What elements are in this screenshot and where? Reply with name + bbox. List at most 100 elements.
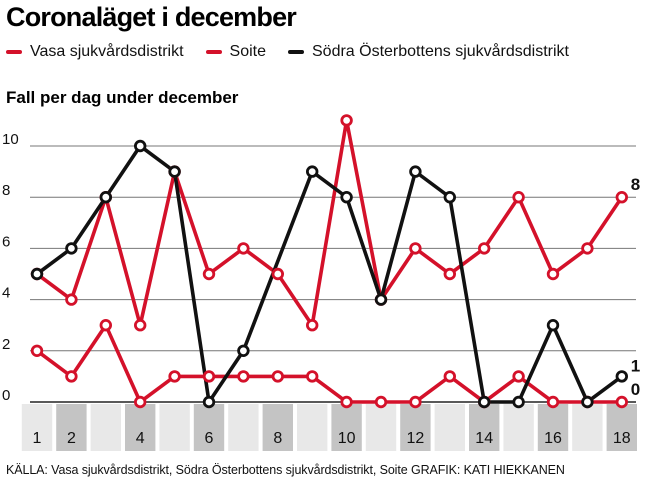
y-tick-label-8: 8 — [2, 182, 10, 199]
x-tick-label-16: 16 — [544, 430, 562, 447]
source-credit: KÄLLA: Vasa sjukvårdsdistrikt, Södra Öst… — [6, 463, 565, 477]
x-axis-band-day-10 — [331, 404, 362, 451]
data-point-vasa-day-1 — [30, 344, 44, 358]
data-point-sodra-osterbotten-day-10 — [340, 190, 353, 204]
data-point-vasa-day-18 — [615, 395, 629, 409]
chart-subtitle: Fall per dag under december — [6, 88, 239, 107]
data-point-sodra-osterbotten-day-9 — [306, 165, 319, 178]
x-tick-label-4: 4 — [136, 430, 145, 447]
data-point-vasa-day-9 — [306, 370, 319, 383]
data-point-sodra-osterbotten-day-12 — [409, 165, 422, 178]
x-axis-band-day-4 — [125, 404, 156, 451]
data-point-soite-day-16 — [546, 267, 560, 281]
x-axis-band-day-17 — [572, 404, 603, 451]
x-axis-band-day-16 — [537, 404, 569, 451]
x-axis-band-day-12 — [400, 404, 431, 451]
series-line-soite — [35, 120, 624, 330]
data-point-sodra-osterbotten-day-7 — [237, 344, 250, 358]
data-point-soite-day-9 — [306, 319, 319, 332]
x-axis-band-day-5 — [159, 404, 190, 451]
x-axis-band-day-14 — [469, 404, 500, 451]
data-point-vasa-day-12 — [409, 395, 422, 409]
data-point-vasa-day-16 — [546, 395, 560, 409]
x-tick-label-8: 8 — [273, 430, 282, 447]
x-axis-band-day-2 — [56, 404, 87, 451]
y-tick-label-10: 10 — [2, 131, 19, 148]
x-axis-band-day-9 — [297, 404, 328, 451]
data-point-vasa-day-15 — [512, 370, 525, 383]
y-tick-label-0: 0 — [2, 387, 10, 404]
legend-label-sodra-osterbotten: Södra Österbottens sjukvårdsdistrikt — [312, 43, 569, 60]
x-tick-label-1: 1 — [33, 430, 42, 447]
x-axis-band-day-15 — [503, 404, 534, 451]
data-point-vasa-day-2 — [65, 370, 78, 383]
data-point-soite-day-10 — [340, 114, 353, 127]
chart-title: Coronaläget i december — [6, 2, 297, 32]
legend-label-vasa: Vasa sjukvårdsdistrikt — [30, 43, 184, 60]
data-point-sodra-osterbotten-day-15 — [512, 395, 525, 409]
legend-label-soite: Soite — [229, 43, 266, 60]
x-axis-band-day-13 — [434, 404, 465, 451]
data-point-sodra-osterbotten-day-16 — [546, 319, 560, 332]
data-point-soite-day-7 — [237, 242, 250, 255]
data-point-soite-day-2 — [65, 293, 78, 306]
data-point-soite-day-6 — [202, 267, 216, 281]
data-point-soite-day-18 — [615, 190, 629, 204]
data-point-vasa-day-13 — [443, 370, 457, 383]
x-axis-band-day-8 — [262, 404, 293, 451]
end-label-soite: 8 — [631, 175, 640, 194]
x-axis-band-day-7 — [228, 404, 259, 451]
legend-swatch-vasa — [6, 50, 22, 54]
data-point-sodra-osterbotten-day-5 — [168, 165, 181, 178]
end-label-sodra-osterbotten: 1 — [631, 356, 640, 375]
data-point-vasa-day-7 — [237, 370, 250, 383]
data-point-soite-day-14 — [478, 242, 491, 255]
end-label-vasa: 0 — [631, 380, 640, 399]
x-tick-label-14: 14 — [475, 430, 493, 447]
x-tick-label-12: 12 — [407, 430, 425, 447]
data-point-vasa-day-5 — [168, 370, 181, 383]
data-point-soite-day-12 — [409, 242, 422, 255]
data-point-vasa-day-11 — [374, 395, 388, 409]
x-axis-band-day-3 — [90, 404, 121, 451]
data-point-sodra-osterbotten-day-6 — [202, 395, 216, 409]
data-point-sodra-osterbotten-day-14 — [478, 395, 491, 409]
series-line-vasa — [35, 321, 624, 405]
data-point-vasa-day-10 — [340, 395, 353, 409]
legend-item-vasa: Vasa sjukvårdsdistrikt — [6, 43, 184, 61]
data-point-vasa-day-3 — [99, 319, 113, 332]
x-tick-label-10: 10 — [338, 430, 356, 447]
x-axis-band-day-11 — [365, 404, 397, 451]
data-point-vasa-day-4 — [133, 395, 147, 409]
y-tick-label-4: 4 — [2, 285, 10, 302]
legend: Vasa sjukvårdsdistrikt Soite Södra Öster… — [6, 43, 591, 61]
data-point-soite-day-13 — [443, 267, 457, 281]
y-tick-label-2: 2 — [2, 336, 10, 353]
x-tick-label-18: 18 — [613, 430, 631, 447]
x-axis-band-day-18 — [606, 404, 637, 451]
legend-item-soite: Soite — [205, 43, 266, 61]
legend-item-sodra-osterbotten: Södra Österbottens sjukvårdsdistrikt — [288, 43, 569, 61]
data-point-sodra-osterbotten-day-18 — [615, 370, 629, 383]
data-point-sodra-osterbotten-day-2 — [65, 242, 78, 255]
data-point-soite-day-15 — [512, 190, 525, 204]
data-point-sodra-osterbotten-day-4 — [133, 139, 147, 153]
data-point-sodra-osterbotten-day-17 — [581, 395, 594, 409]
data-point-sodra-osterbotten-day-3 — [99, 190, 113, 204]
data-point-sodra-osterbotten-day-13 — [443, 190, 457, 204]
x-axis-band-day-6 — [193, 404, 225, 451]
data-point-soite-day-17 — [581, 242, 594, 255]
data-point-soite-day-4 — [133, 319, 147, 332]
y-tick-label-6: 6 — [2, 233, 10, 250]
x-axis-band-day-1 — [21, 404, 53, 451]
legend-swatch-sodra-osterbotten — [288, 50, 304, 54]
legend-swatch-soite — [205, 50, 222, 54]
x-tick-label-6: 6 — [205, 430, 214, 447]
data-point-sodra-osterbotten-day-11 — [374, 293, 388, 306]
data-point-vasa-day-8 — [271, 370, 285, 383]
data-point-soite-day-8 — [271, 267, 285, 281]
data-point-sodra-osterbotten-day-1 — [30, 267, 44, 281]
data-point-vasa-day-6 — [202, 370, 216, 383]
x-tick-label-2: 2 — [67, 430, 76, 447]
